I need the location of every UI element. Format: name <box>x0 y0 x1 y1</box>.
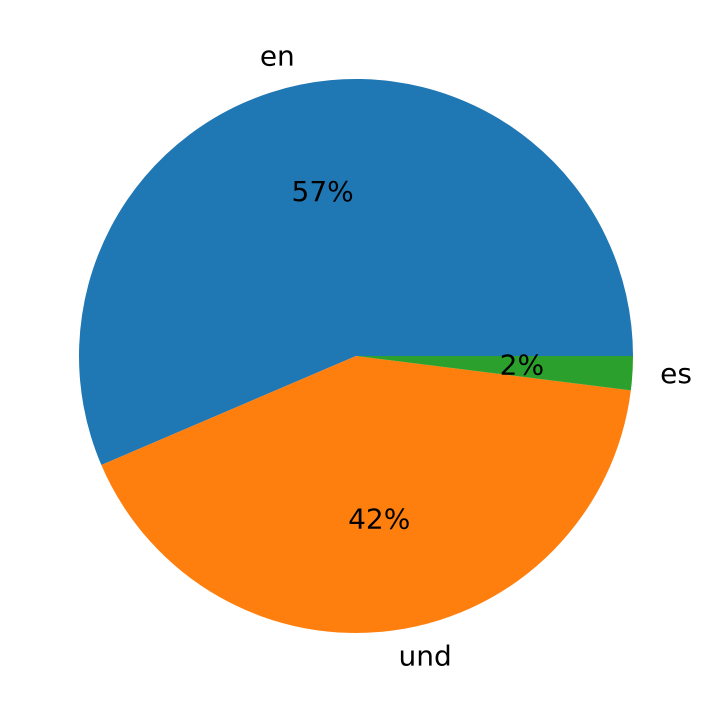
pie-slice <box>78 78 634 465</box>
slice-label: es <box>660 357 692 390</box>
percent-label: 2% <box>500 348 544 381</box>
slice-label: und <box>399 640 452 673</box>
percent-label: 42% <box>348 503 410 536</box>
pie-slice <box>356 356 633 391</box>
pie-slice <box>101 356 631 633</box>
percent-label: 57% <box>292 175 354 208</box>
slice-label: en <box>260 40 295 73</box>
